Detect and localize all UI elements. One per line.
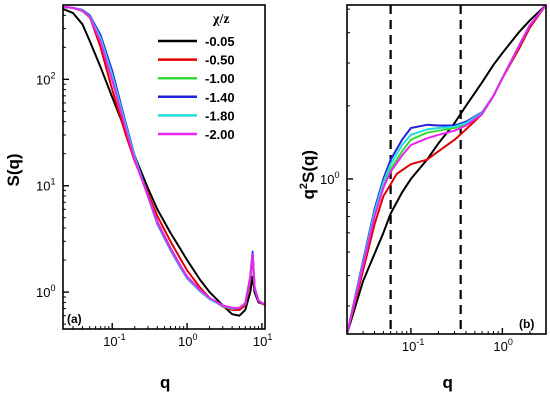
legend-label: -1.40 xyxy=(205,90,235,105)
panel-label: (a) xyxy=(67,312,82,326)
panel-a: 10-1 100 101 100 101 102 q S(q) (a) χ/z -0.05 -0.50… xyxy=(4,4,272,392)
x-axis-title: q xyxy=(160,373,170,392)
x-tick-label: 101 xyxy=(253,332,272,349)
y-axis-title: q2S(q) xyxy=(298,150,318,200)
series-line--0.05 xyxy=(63,7,265,317)
x-tick-label: 100 xyxy=(178,332,197,349)
x-axis-title: q xyxy=(443,373,453,392)
plot-frame xyxy=(346,4,547,335)
legend-label: -2.00 xyxy=(205,127,235,142)
legend-label: -1.80 xyxy=(205,108,235,123)
legend-label: -1.00 xyxy=(205,71,235,86)
legend: χ/z -0.05 -0.50 -1.00 -1.40 -1.80 -2.00 xyxy=(158,12,235,142)
series-group xyxy=(63,5,265,317)
y-tick-label: 100 xyxy=(36,283,55,300)
series-line--0.50 xyxy=(347,5,546,334)
minor-ticks xyxy=(346,8,547,334)
x-tick-label: 10-1 xyxy=(402,337,424,354)
y-tick-label: 101 xyxy=(36,177,55,194)
series-line--2.00 xyxy=(63,5,265,309)
series-line--0.50 xyxy=(63,5,265,311)
x-tick-label: 10-1 xyxy=(103,332,125,349)
plot-frame xyxy=(62,4,266,330)
legend-label: -0.50 xyxy=(205,53,235,68)
panel-b: 10-1 100 100 q q2S(q) (b) xyxy=(298,4,547,392)
legend-title: χ/z xyxy=(212,12,230,27)
y-tick-label: 100 xyxy=(320,170,339,187)
panel-label: (b) xyxy=(519,317,534,331)
series-line--2.00 xyxy=(347,5,546,334)
y-tick-label: 102 xyxy=(36,70,55,87)
y-axis-title: S(q) xyxy=(4,153,23,186)
x-tick-label: 100 xyxy=(493,337,512,354)
legend-label: -0.05 xyxy=(205,34,235,49)
series-group xyxy=(347,5,546,334)
